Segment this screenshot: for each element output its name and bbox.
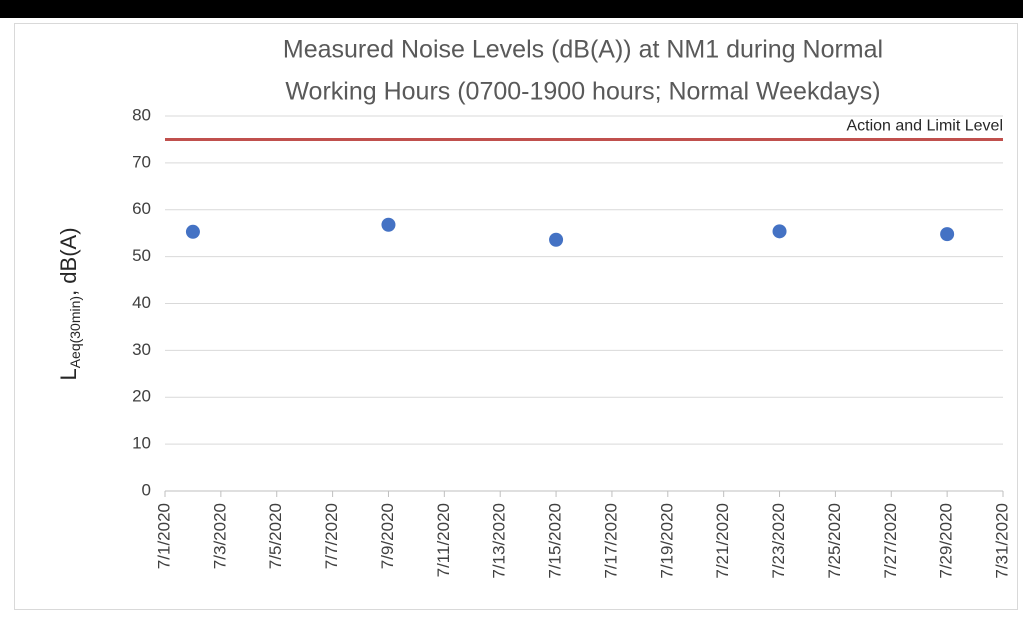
y-tick-label: 0 (142, 480, 151, 499)
x-tick-label: 7/31/2020 (992, 503, 1011, 579)
chart-frame (14, 23, 1018, 610)
y-axis-title-main: L (56, 368, 81, 380)
y-tick-label: 50 (132, 246, 151, 265)
y-axis-title-sub: Aeq(30min) (67, 296, 83, 368)
x-tick-label: 7/23/2020 (769, 503, 788, 579)
y-tick-label: 30 (132, 340, 151, 359)
x-tick-label: 7/29/2020 (937, 503, 956, 579)
point (381, 217, 396, 232)
point (772, 224, 787, 239)
chart-title: Working Hours (0700-1900 hours; Normal W… (285, 78, 880, 106)
x-tick-label: 7/19/2020 (657, 503, 676, 579)
top-bar (0, 0, 1023, 18)
y-tick-label: 10 (132, 434, 151, 453)
y-tick-label: 80 (132, 105, 151, 124)
y-tick-label: 20 (132, 387, 151, 406)
x-tick-label: 7/17/2020 (601, 503, 620, 579)
y-tick-label: 70 (132, 152, 151, 171)
chart-title: Measured Noise Levels (dB(A)) at NM1 dur… (283, 36, 883, 64)
y-tick-label: 60 (132, 199, 151, 218)
x-tick-label: 7/27/2020 (881, 503, 900, 579)
x-tick-label: 7/21/2020 (713, 503, 732, 579)
y-tick-label: 40 (132, 293, 151, 312)
x-tick-label: 7/15/2020 (546, 503, 565, 579)
y-axis-title-suffix: , dB(A) (56, 227, 81, 295)
y-axis-title: LAeq(30min), dB(A) (56, 227, 83, 380)
point (185, 224, 200, 239)
x-tick-label: 7/9/2020 (378, 503, 397, 569)
x-tick-label: 7/25/2020 (825, 503, 844, 579)
x-tick-label: 7/1/2020 (154, 503, 173, 569)
x-tick-label: 7/5/2020 (266, 503, 285, 569)
point (940, 227, 955, 242)
x-tick-label: 7/11/2020 (434, 503, 453, 577)
point (549, 232, 564, 247)
x-tick-label: 7/13/2020 (490, 503, 509, 579)
x-tick-label: 7/7/2020 (322, 503, 341, 569)
reference-label: Action and Limit Level (846, 118, 1003, 135)
x-tick-label: 7/3/2020 (210, 503, 229, 569)
